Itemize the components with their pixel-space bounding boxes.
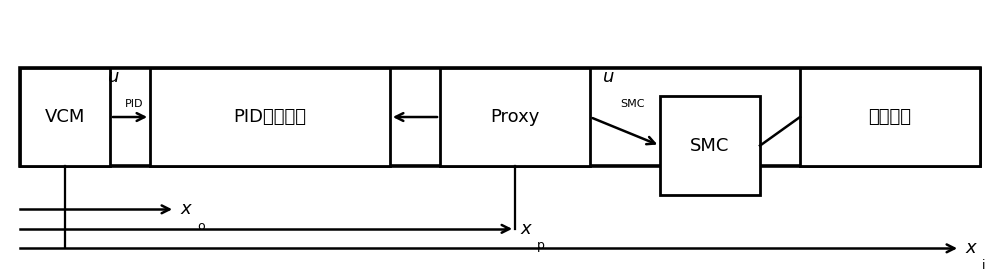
Text: $x$: $x$ <box>520 220 533 238</box>
Text: PID虚拟联结: PID虚拟联结 <box>234 108 306 126</box>
Text: VCM: VCM <box>45 108 85 126</box>
Text: o: o <box>197 220 205 233</box>
Text: SMC: SMC <box>620 99 644 109</box>
Text: i: i <box>982 259 986 272</box>
Text: 期望位置: 期望位置 <box>868 108 912 126</box>
Text: $u$: $u$ <box>602 68 615 86</box>
FancyBboxPatch shape <box>660 96 760 195</box>
Text: $x$: $x$ <box>965 239 978 257</box>
Text: PID: PID <box>125 99 144 109</box>
FancyBboxPatch shape <box>800 68 980 166</box>
FancyBboxPatch shape <box>440 68 590 166</box>
Text: $x$: $x$ <box>180 200 193 218</box>
Text: SMC: SMC <box>690 137 730 154</box>
Text: $u$: $u$ <box>107 68 120 86</box>
FancyBboxPatch shape <box>150 68 390 166</box>
FancyBboxPatch shape <box>20 68 980 166</box>
Text: Proxy: Proxy <box>490 108 540 126</box>
Text: p: p <box>537 239 545 252</box>
FancyBboxPatch shape <box>20 68 110 166</box>
